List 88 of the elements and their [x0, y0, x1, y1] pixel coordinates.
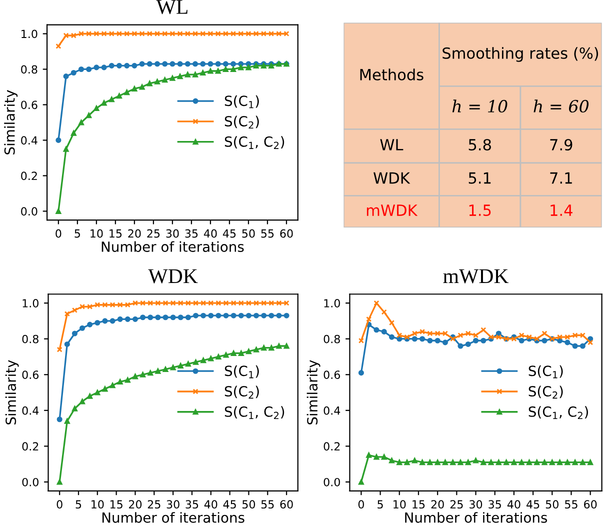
y-tick-label: 0.8 — [21, 65, 38, 74]
chart-title: WL — [156, 0, 188, 14]
y-tick-label: 0.8 — [22, 334, 38, 344]
y-tick-label: 0.0 — [21, 207, 38, 216]
x-tick-label: 15 — [110, 500, 122, 509]
legend-label: S(C$_{2}$) — [224, 116, 259, 129]
y-tick-label: 1.0 — [22, 299, 38, 308]
x-tick-label: 50 — [242, 500, 256, 509]
x-tick-label: 20 — [128, 229, 141, 238]
x-tick-label: 55 — [565, 500, 578, 509]
text: 7.1 — [550, 172, 572, 184]
legend-label: S(C$_{1}$, C$_{2}$) — [528, 406, 588, 419]
x-tick-label: 45 — [222, 229, 236, 238]
x-tick-label: 40 — [204, 500, 218, 509]
legend-label: S(C$_{1}$) — [528, 365, 563, 378]
x-tick-label: 30 — [166, 500, 180, 509]
x-tick-label: 30 — [166, 229, 179, 238]
y-axis-title: Similarity — [306, 360, 320, 424]
legend-label: S(C$_{1}$, C$_{2}$) — [224, 406, 284, 419]
x-tick-label: 60 — [584, 500, 597, 509]
x-tick-label: 55 — [261, 229, 274, 238]
y-tick-label: 0.0 — [22, 478, 38, 486]
x-tick-label: 5 — [74, 229, 80, 238]
y-tick-label: 0.6 — [324, 370, 340, 380]
x-tick-label: 25 — [147, 229, 160, 238]
text: 7.9 — [550, 138, 572, 151]
text: 1.5 — [469, 204, 491, 216]
x-tick-label: 30 — [470, 500, 482, 509]
text: 1.4 — [550, 204, 572, 216]
x-tick-label: 20 — [431, 500, 444, 509]
x-tick-label: 15 — [110, 229, 122, 238]
x-tick-label: 45 — [223, 500, 236, 509]
x-tick-label: 10 — [92, 500, 104, 509]
x-tick-label: 35 — [186, 500, 198, 509]
x-tick-label: 55 — [261, 500, 274, 509]
y-axis-title: Similarity — [4, 90, 18, 154]
text: WL — [380, 139, 404, 150]
x-tick-label: 40 — [507, 500, 520, 509]
x-tick-label: 50 — [242, 229, 255, 238]
text: Smoothing rates (%) — [442, 47, 598, 62]
x-axis-title: Number of iterations — [405, 512, 548, 523]
y-axis-title: Similarity — [5, 360, 19, 424]
text: h = 10 — [452, 100, 508, 113]
y-tick-label: 0.6 — [21, 100, 38, 110]
y-tick-label: 0.0 — [324, 478, 340, 486]
x-axis-title: Number of iterations — [102, 512, 244, 523]
y-tick-label: 0.8 — [324, 334, 340, 344]
x-tick-label: 0 — [358, 500, 364, 509]
text: 5.1 — [468, 172, 491, 184]
x-tick-label: 20 — [128, 500, 142, 509]
legend-label: S(C$_{2}$) — [224, 386, 259, 399]
legend-label: S(C$_{2}$) — [528, 386, 563, 399]
legend-label: S(C$_{1}$) — [224, 365, 259, 378]
y-tick-label: 0.4 — [324, 406, 340, 415]
x-tick-label: 0 — [56, 229, 62, 238]
legend-label: S(C$_{1}$) — [224, 95, 259, 108]
chart-title: WDK — [148, 269, 198, 284]
x-tick-label: 25 — [450, 500, 463, 509]
y-tick-label: 0.2 — [21, 172, 37, 180]
y-tick-label: 0.4 — [22, 406, 39, 415]
x-tick-label: 15 — [412, 500, 425, 509]
x-tick-label: 35 — [488, 500, 501, 509]
chart-title: mWDK — [443, 269, 509, 284]
x-tick-label: 60 — [280, 229, 293, 238]
x-tick-label: 0 — [56, 500, 62, 509]
x-tick-label: 10 — [394, 500, 406, 509]
text: 5.8 — [468, 138, 491, 151]
text: Methods — [360, 68, 424, 80]
x-tick-label: 50 — [546, 500, 558, 509]
x-axis-title: Number of iterations — [102, 241, 244, 252]
y-tick-label: 0.2 — [22, 442, 38, 451]
text: WDK — [374, 172, 410, 184]
x-tick-label: 5 — [76, 500, 82, 509]
text: mWDK — [366, 204, 418, 216]
legend-label: S(C$_{1}$, C$_{2}$) — [224, 136, 284, 149]
y-tick-label: 0.4 — [21, 136, 38, 145]
x-tick-label: 35 — [185, 229, 198, 238]
y-tick-label: 0.6 — [22, 370, 39, 380]
y-tick-label: 1.0 — [324, 299, 340, 308]
text: h = 60 — [534, 100, 589, 113]
x-tick-label: 25 — [148, 500, 160, 509]
x-tick-label: 45 — [526, 500, 540, 509]
x-tick-label: 5 — [378, 500, 383, 509]
x-tick-label: 10 — [90, 229, 103, 238]
y-tick-label: 1.0 — [22, 30, 38, 38]
x-tick-label: 40 — [204, 229, 217, 238]
x-tick-label: 60 — [280, 500, 293, 509]
y-tick-label: 0.2 — [324, 442, 340, 451]
